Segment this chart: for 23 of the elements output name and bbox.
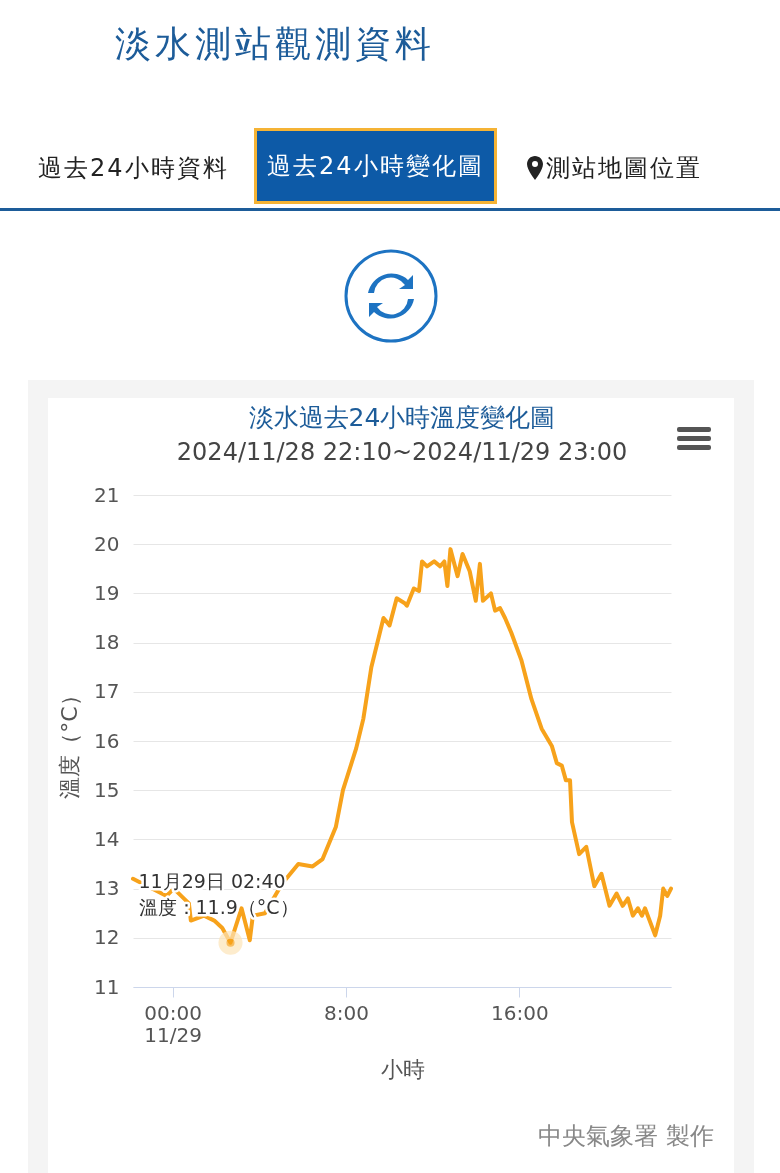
text: 過去24小時資料 [38, 153, 229, 184]
x-tick-label: 8:00 [324, 1000, 369, 1025]
text: 中央氣象署 製作 [538, 1121, 714, 1152]
y-axis-title: 溫度（°C） [57, 684, 83, 799]
x-tick-label: 00:00 11/29 [144, 1000, 202, 1047]
x-axis-title: 小時 [380, 1056, 425, 1082]
text: 過去24小時變化圖 [254, 128, 497, 204]
y-tick-label: 21 [94, 482, 120, 507]
x-tick-label: 16:00 [491, 1000, 549, 1025]
y-tick-label: 14 [94, 826, 120, 851]
y-tick-label: 12 [94, 925, 120, 950]
y-tick-label: 16 [94, 728, 120, 753]
chart-subtitle: 2024/11/28 22:10~2024/11/29 23:00 [176, 438, 628, 466]
y-tick-label: 18 [94, 630, 120, 655]
y-tick-label: 11 [94, 974, 120, 999]
text: 淡水測站觀測資料 [115, 22, 435, 66]
y-tick-label: 13 [94, 876, 120, 901]
chart-title: 淡水過去24小時溫度變化圖 [248, 403, 556, 432]
y-tick-label: 15 [94, 777, 120, 802]
y-tick-label: 19 [94, 580, 120, 605]
y-tick-label: 17 [94, 679, 120, 704]
text: 測站地圖位置 [546, 153, 702, 184]
y-tick-label: 20 [94, 531, 120, 556]
